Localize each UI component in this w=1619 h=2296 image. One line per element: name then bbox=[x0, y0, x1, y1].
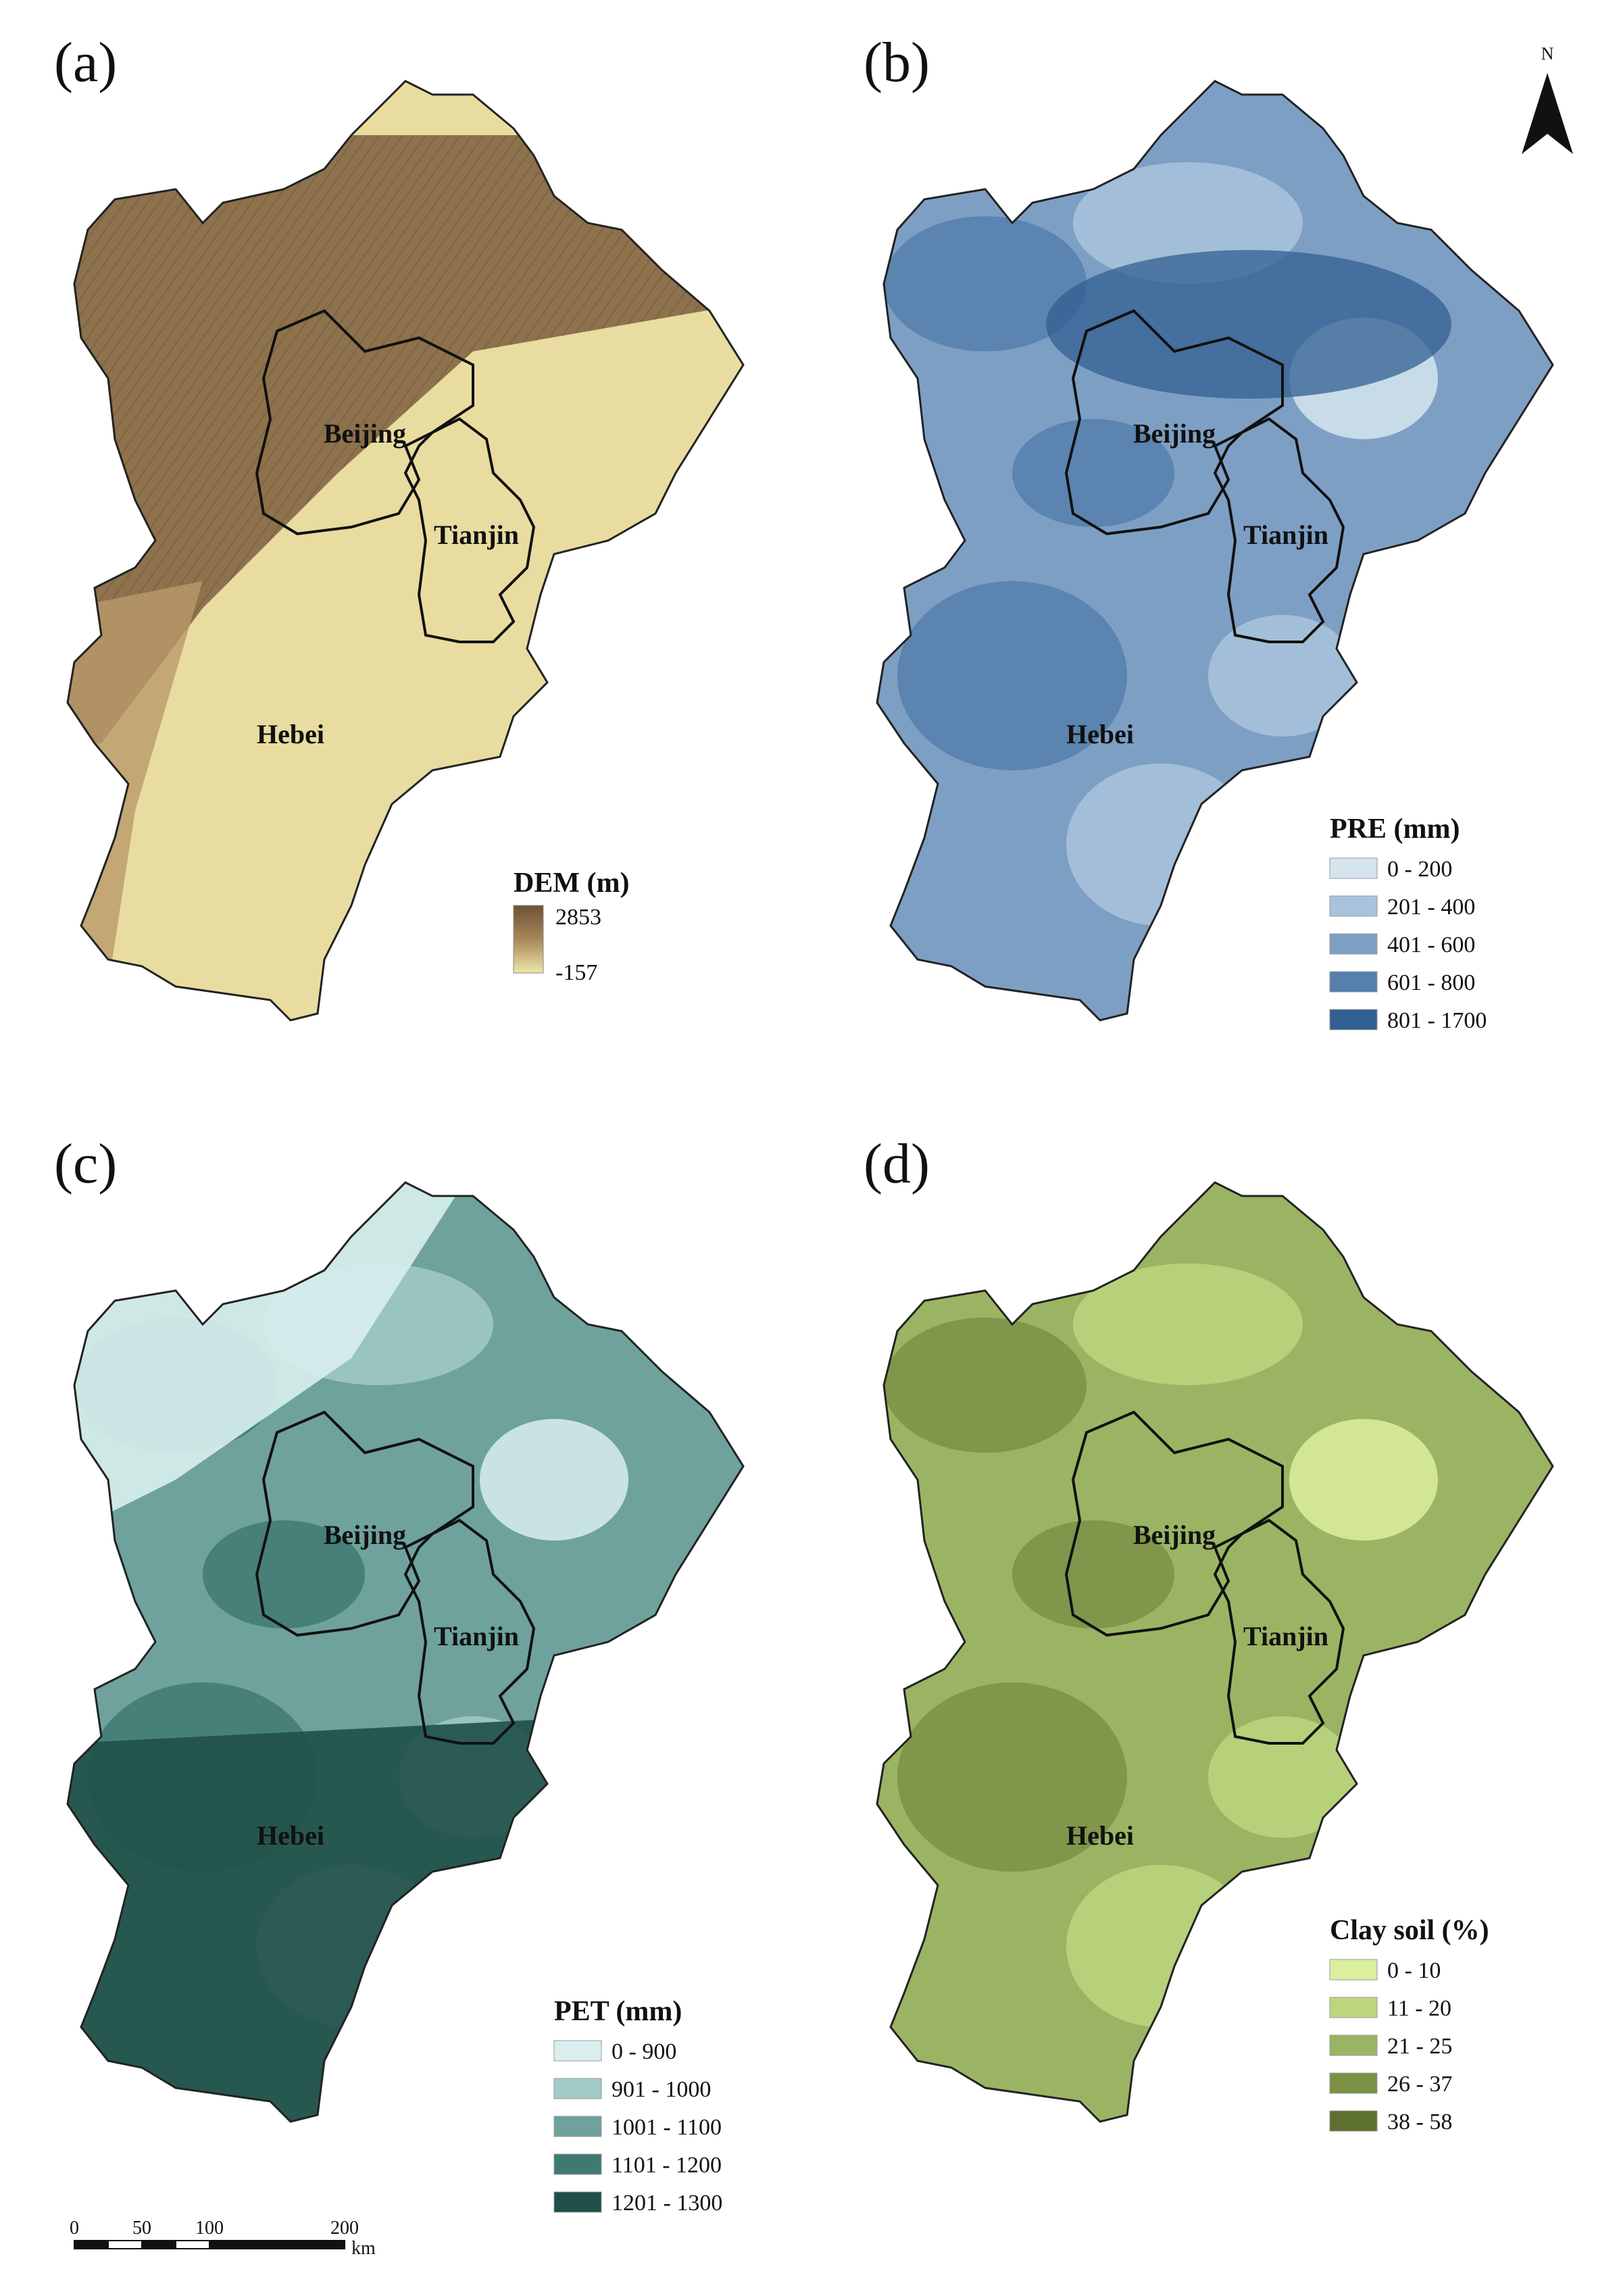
legend-title: Clay soil (%) bbox=[1330, 1915, 1489, 1946]
legend-swatch bbox=[1329, 933, 1378, 955]
scale-tick-label: 0 bbox=[70, 2218, 79, 2239]
legend-item-label: 901 - 1000 bbox=[612, 2077, 711, 2102]
region-label-beijing: Beijing bbox=[1133, 418, 1216, 449]
map-panel-1: Beijing Tianjin Hebei (a) DEM (m) 2853 -157 bbox=[54, 31, 745, 1022]
region-label-tianjin: Tianjin bbox=[434, 520, 519, 550]
region-label-hebei: Hebei bbox=[257, 719, 324, 749]
region-label-beijing: Beijing bbox=[1133, 1520, 1216, 1550]
legend-item-label: 0 - 10 bbox=[1387, 1958, 1441, 1983]
map-panel-3: Beijing Tianjin Hebei (c) PET (mm) 0 - 900 901… bbox=[54, 1132, 745, 2216]
legend-title: DEM (m) bbox=[514, 868, 629, 899]
panel-label: (a) bbox=[54, 31, 117, 94]
value-zone bbox=[884, 216, 1087, 351]
western-hills bbox=[68, 581, 203, 987]
legend-swatch bbox=[1329, 895, 1378, 917]
scale-tick-label: 200 bbox=[330, 2218, 359, 2239]
value-zone bbox=[897, 581, 1127, 770]
region-label-beijing: Beijing bbox=[324, 1520, 406, 1550]
scale-bar-segment bbox=[74, 2240, 109, 2249]
north-arrow-icon bbox=[1522, 73, 1573, 154]
value-zone bbox=[1208, 615, 1357, 737]
legend-item-label: 0 - 200 bbox=[1387, 857, 1452, 882]
region-label-hebei: Hebei bbox=[257, 1820, 324, 1851]
scale-tick-label: 50 bbox=[132, 2218, 151, 2239]
legend-item-label: 1101 - 1200 bbox=[612, 2153, 722, 2178]
value-zone bbox=[1066, 1865, 1255, 2027]
value-zone bbox=[1066, 764, 1255, 926]
value-zone bbox=[480, 1419, 628, 1541]
legend-swatch bbox=[553, 2040, 602, 2062]
region-label-hebei: Hebei bbox=[1066, 719, 1134, 749]
scale-bar-segment bbox=[209, 2240, 345, 2249]
region-label-hebei: Hebei bbox=[1066, 1820, 1134, 1851]
legend-item-label: 21 - 25 bbox=[1387, 2034, 1452, 2059]
north-label: N bbox=[1541, 44, 1554, 64]
value-zone bbox=[1073, 1264, 1303, 1385]
legend-swatch bbox=[553, 2153, 602, 2175]
panel-label: (c) bbox=[54, 1132, 117, 1195]
high-pet-zone bbox=[68, 1709, 743, 2122]
map-panel-2: Beijing Tianjin Hebei (b) PRE (mm) 0 - 200 201… bbox=[864, 31, 1554, 1033]
legend-swatch bbox=[1329, 971, 1378, 993]
legend: Clay soil (%) 0 - 10 11 - 20 21 - 25 26 - 37… bbox=[1329, 1915, 1489, 2135]
legend-item-label: 801 - 1700 bbox=[1387, 1008, 1487, 1033]
value-zone bbox=[884, 1318, 1087, 1453]
legend: PET (mm) 0 - 900 901 - 1000 1001 - 1100 1101… bbox=[553, 1996, 722, 2216]
map-panel-4: Beijing Tianjin Hebei (d) Clay soil (%) 0 - 1… bbox=[864, 1132, 1554, 2135]
legend: PRE (mm) 0 - 200 201 - 400 401 - 600 601 - 8… bbox=[1329, 814, 1487, 1033]
legend-item-label: 601 - 800 bbox=[1387, 970, 1475, 995]
legend: DEM (m) 2853 -157 bbox=[513, 868, 629, 985]
legend-item-label: 1201 - 1300 bbox=[612, 2191, 722, 2216]
value-zone bbox=[1012, 419, 1174, 527]
legend-item-label: 26 - 37 bbox=[1387, 2072, 1452, 2097]
terrain-relief bbox=[68, 135, 743, 743]
value-zone bbox=[897, 1682, 1127, 1872]
scale-bar-segment bbox=[107, 2240, 143, 2249]
region-label-tianjin: Tianjin bbox=[1243, 1621, 1328, 1651]
value-zone bbox=[1208, 1716, 1357, 1838]
legend-swatch bbox=[553, 2191, 602, 2213]
legend-swatch bbox=[553, 2116, 602, 2137]
scale-bar-segment bbox=[141, 2240, 176, 2249]
high-pre-zone bbox=[1046, 250, 1451, 399]
panel-label: (d) bbox=[864, 1132, 930, 1195]
raster-texture bbox=[68, 135, 743, 987]
legend-min-label: -157 bbox=[555, 960, 597, 985]
legend-swatch bbox=[1329, 1959, 1378, 1980]
value-zone bbox=[466, 1331, 642, 1439]
legend-gradient-bar bbox=[513, 905, 544, 974]
value-zone bbox=[1289, 1419, 1438, 1541]
north-arrow: N bbox=[1522, 44, 1573, 154]
legend-item-label: 11 - 20 bbox=[1387, 1996, 1451, 2021]
legend-item-label: 401 - 600 bbox=[1387, 932, 1475, 957]
value-zone bbox=[1012, 1520, 1174, 1628]
legend-max-label: 2853 bbox=[555, 905, 601, 930]
value-zone bbox=[1276, 1331, 1451, 1439]
legend-swatch bbox=[1329, 2110, 1378, 2132]
legend-swatch bbox=[1329, 2035, 1378, 2056]
legend-swatch bbox=[1329, 1009, 1378, 1030]
legend-title: PRE (mm) bbox=[1330, 814, 1460, 845]
legend-swatch bbox=[1329, 2072, 1378, 2094]
legend-swatch bbox=[553, 2078, 602, 2099]
legend-item-label: 1001 - 1100 bbox=[612, 2115, 722, 2140]
legend-item-label: 201 - 400 bbox=[1387, 895, 1475, 920]
region-label-beijing: Beijing bbox=[324, 418, 406, 449]
region-label-tianjin: Tianjin bbox=[1243, 520, 1328, 550]
raster-texture bbox=[884, 1264, 1451, 2027]
value-zone bbox=[203, 1520, 365, 1628]
scale-unit-label: km bbox=[351, 2238, 376, 2259]
scale-bar-segment bbox=[175, 2240, 210, 2249]
legend-title: PET (mm) bbox=[554, 1996, 682, 2027]
legend-swatch bbox=[1329, 1997, 1378, 2018]
legend-swatch bbox=[1329, 857, 1378, 879]
legend-item-label: 38 - 58 bbox=[1387, 2110, 1452, 2135]
region-label-tianjin: Tianjin bbox=[434, 1621, 519, 1651]
legend-item-label: 0 - 900 bbox=[612, 2039, 676, 2064]
scale-tick-label: 100 bbox=[195, 2218, 224, 2239]
panel-label: (b) bbox=[864, 31, 930, 94]
